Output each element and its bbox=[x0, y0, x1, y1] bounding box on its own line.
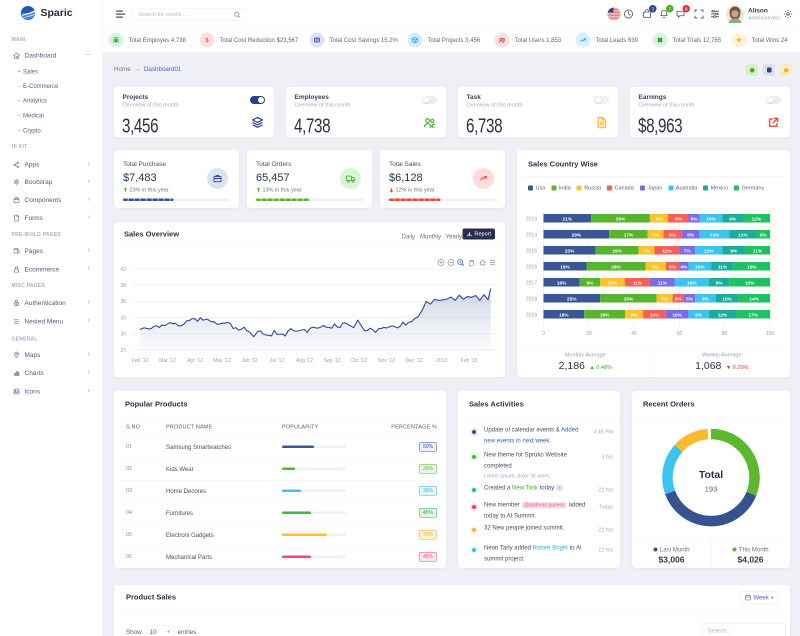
svg-text:2013: 2013 bbox=[436, 358, 447, 364]
svg-text:8%: 8% bbox=[656, 216, 664, 222]
svg-text:4%: 4% bbox=[681, 264, 689, 270]
svg-text:25%: 25% bbox=[624, 296, 634, 302]
svg-text:9%: 9% bbox=[652, 264, 660, 270]
svg-text:8%: 8% bbox=[631, 312, 639, 318]
svg-text:25%: 25% bbox=[567, 296, 577, 302]
svg-text:8%: 8% bbox=[669, 232, 677, 238]
svg-text:12%: 12% bbox=[704, 248, 714, 254]
svg-text:$: $ bbox=[205, 38, 208, 44]
svg-text:10%: 10% bbox=[672, 312, 682, 318]
svg-text:11%: 11% bbox=[633, 280, 643, 286]
svg-text:10%: 10% bbox=[695, 264, 705, 270]
svg-text:5%: 5% bbox=[675, 296, 683, 302]
svg-text:10%: 10% bbox=[650, 312, 660, 318]
svg-text:7%: 7% bbox=[684, 248, 692, 254]
svg-text:21%: 21% bbox=[563, 216, 573, 222]
svg-text:9%: 9% bbox=[729, 216, 737, 222]
svg-text:9%: 9% bbox=[587, 280, 595, 286]
svg-text:18%: 18% bbox=[559, 312, 569, 318]
svg-text:2013: 2013 bbox=[526, 217, 537, 223]
svg-text:10%: 10% bbox=[706, 216, 716, 222]
svg-text:11%: 11% bbox=[753, 248, 763, 254]
svg-text:12%: 12% bbox=[752, 216, 762, 222]
svg-text:9%: 9% bbox=[702, 296, 710, 302]
svg-text:30: 30 bbox=[120, 332, 126, 338]
svg-text:Apr ’12: Apr ’12 bbox=[187, 358, 203, 364]
svg-text:9%: 9% bbox=[730, 248, 738, 254]
svg-text:9%: 9% bbox=[716, 280, 724, 286]
svg-text:Dec ’12: Dec ’12 bbox=[406, 358, 423, 364]
svg-text:2017: 2017 bbox=[526, 281, 537, 287]
svg-text:16%: 16% bbox=[687, 280, 697, 286]
svg-text:7%: 7% bbox=[643, 248, 651, 254]
svg-text:18%: 18% bbox=[600, 312, 610, 318]
svg-text:80: 80 bbox=[722, 331, 728, 337]
svg-text:12%: 12% bbox=[718, 312, 728, 318]
svg-text:Mar ’12: Mar ’12 bbox=[159, 358, 176, 364]
svg-text:23%: 23% bbox=[565, 248, 575, 254]
svg-text:29%: 29% bbox=[572, 232, 582, 238]
svg-text:Oct ’12: Oct ’12 bbox=[351, 358, 367, 364]
svg-text:6%: 6% bbox=[760, 232, 768, 238]
svg-text:42: 42 bbox=[120, 267, 126, 273]
svg-text:17%: 17% bbox=[624, 232, 634, 238]
svg-text:18%: 18% bbox=[745, 280, 755, 286]
svg-text:19%: 19% bbox=[560, 264, 570, 270]
svg-text:11%: 11% bbox=[608, 280, 618, 286]
svg-text:11%: 11% bbox=[718, 264, 728, 270]
svg-text:Sep ’12: Sep ’12 bbox=[324, 358, 341, 364]
svg-text:8%: 8% bbox=[687, 232, 695, 238]
svg-text:Jun ’12: Jun ’12 bbox=[241, 358, 257, 364]
svg-text:5%: 5% bbox=[686, 296, 694, 302]
svg-text:19%: 19% bbox=[612, 248, 622, 254]
svg-text:2015: 2015 bbox=[526, 249, 537, 255]
svg-text:36: 36 bbox=[120, 299, 126, 305]
svg-text:100: 100 bbox=[766, 331, 775, 337]
svg-text:16%: 16% bbox=[557, 280, 567, 286]
svg-text:40: 40 bbox=[631, 331, 637, 337]
svg-text:13%: 13% bbox=[738, 232, 748, 238]
svg-text:2019: 2019 bbox=[526, 313, 537, 319]
svg-text:11%: 11% bbox=[658, 280, 668, 286]
svg-text:2016: 2016 bbox=[526, 265, 537, 271]
svg-text:0: 0 bbox=[542, 331, 545, 337]
svg-text:Feb ’12: Feb ’12 bbox=[132, 358, 149, 364]
svg-text:13%: 13% bbox=[710, 232, 720, 238]
svg-text:2018: 2018 bbox=[526, 297, 537, 303]
svg-text:May ’12: May ’12 bbox=[213, 358, 231, 364]
svg-text:11%: 11% bbox=[662, 248, 672, 254]
svg-text:20: 20 bbox=[586, 331, 592, 337]
svg-text:9%: 9% bbox=[675, 216, 683, 222]
svg-text:Nov ’12: Nov ’12 bbox=[378, 358, 395, 364]
svg-text:33: 33 bbox=[120, 315, 126, 321]
svg-text:60: 60 bbox=[677, 331, 683, 337]
svg-text:5%: 5% bbox=[691, 216, 699, 222]
svg-text:26%: 26% bbox=[611, 264, 621, 270]
svg-text:14%: 14% bbox=[749, 296, 759, 302]
svg-text:16%: 16% bbox=[747, 264, 757, 270]
svg-text:27: 27 bbox=[120, 348, 126, 354]
svg-text:Aug ’12: Aug ’12 bbox=[296, 358, 313, 364]
svg-text:9%: 9% bbox=[695, 312, 703, 318]
svg-text:2014: 2014 bbox=[526, 233, 537, 239]
svg-text:10%: 10% bbox=[722, 296, 732, 302]
svg-text:6%: 6% bbox=[669, 264, 677, 270]
svg-text:7%: 7% bbox=[652, 232, 660, 238]
svg-text:7%: 7% bbox=[661, 296, 669, 302]
svg-text:39: 39 bbox=[120, 283, 126, 289]
svg-text:17%: 17% bbox=[748, 312, 758, 318]
svg-text:Feb ’13: Feb ’13 bbox=[461, 358, 478, 364]
svg-text:Jul ’12: Jul ’12 bbox=[270, 358, 285, 364]
svg-text:26%: 26% bbox=[616, 216, 626, 222]
